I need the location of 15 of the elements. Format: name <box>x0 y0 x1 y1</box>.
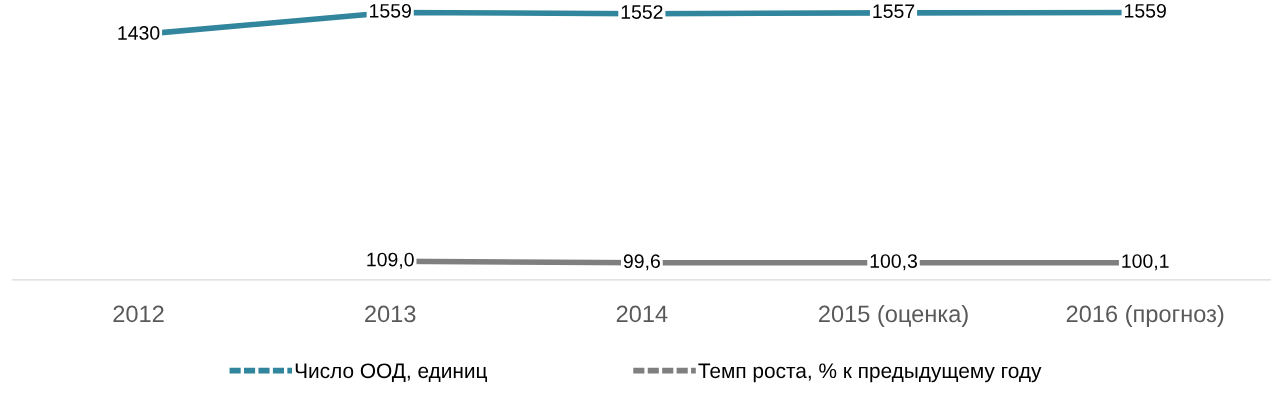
data-label: 1559 <box>1125 3 1166 18</box>
x-tick-label: 2016 (прогноз) <box>1066 304 1224 327</box>
data-label: 1557 <box>873 4 915 19</box>
legend-label: Число ООД, единиц <box>295 363 487 383</box>
x-tick-label: 2014 <box>616 305 668 323</box>
data-label: 1430 <box>118 26 160 40</box>
data-label: 1559 <box>370 3 411 18</box>
data-label: 100,3 <box>870 254 917 271</box>
data-label: 100,1 <box>1122 254 1169 271</box>
x-tick-label: 2015 (оценка) <box>819 304 968 327</box>
legend-label: Темп роста, % к предыдущему году <box>698 363 1042 383</box>
x-tick-label: 2012 <box>113 305 164 323</box>
x-tick-label: 2013 <box>365 305 416 323</box>
data-label: 109,0 <box>367 252 414 269</box>
data-label: 1552 <box>621 5 663 19</box>
